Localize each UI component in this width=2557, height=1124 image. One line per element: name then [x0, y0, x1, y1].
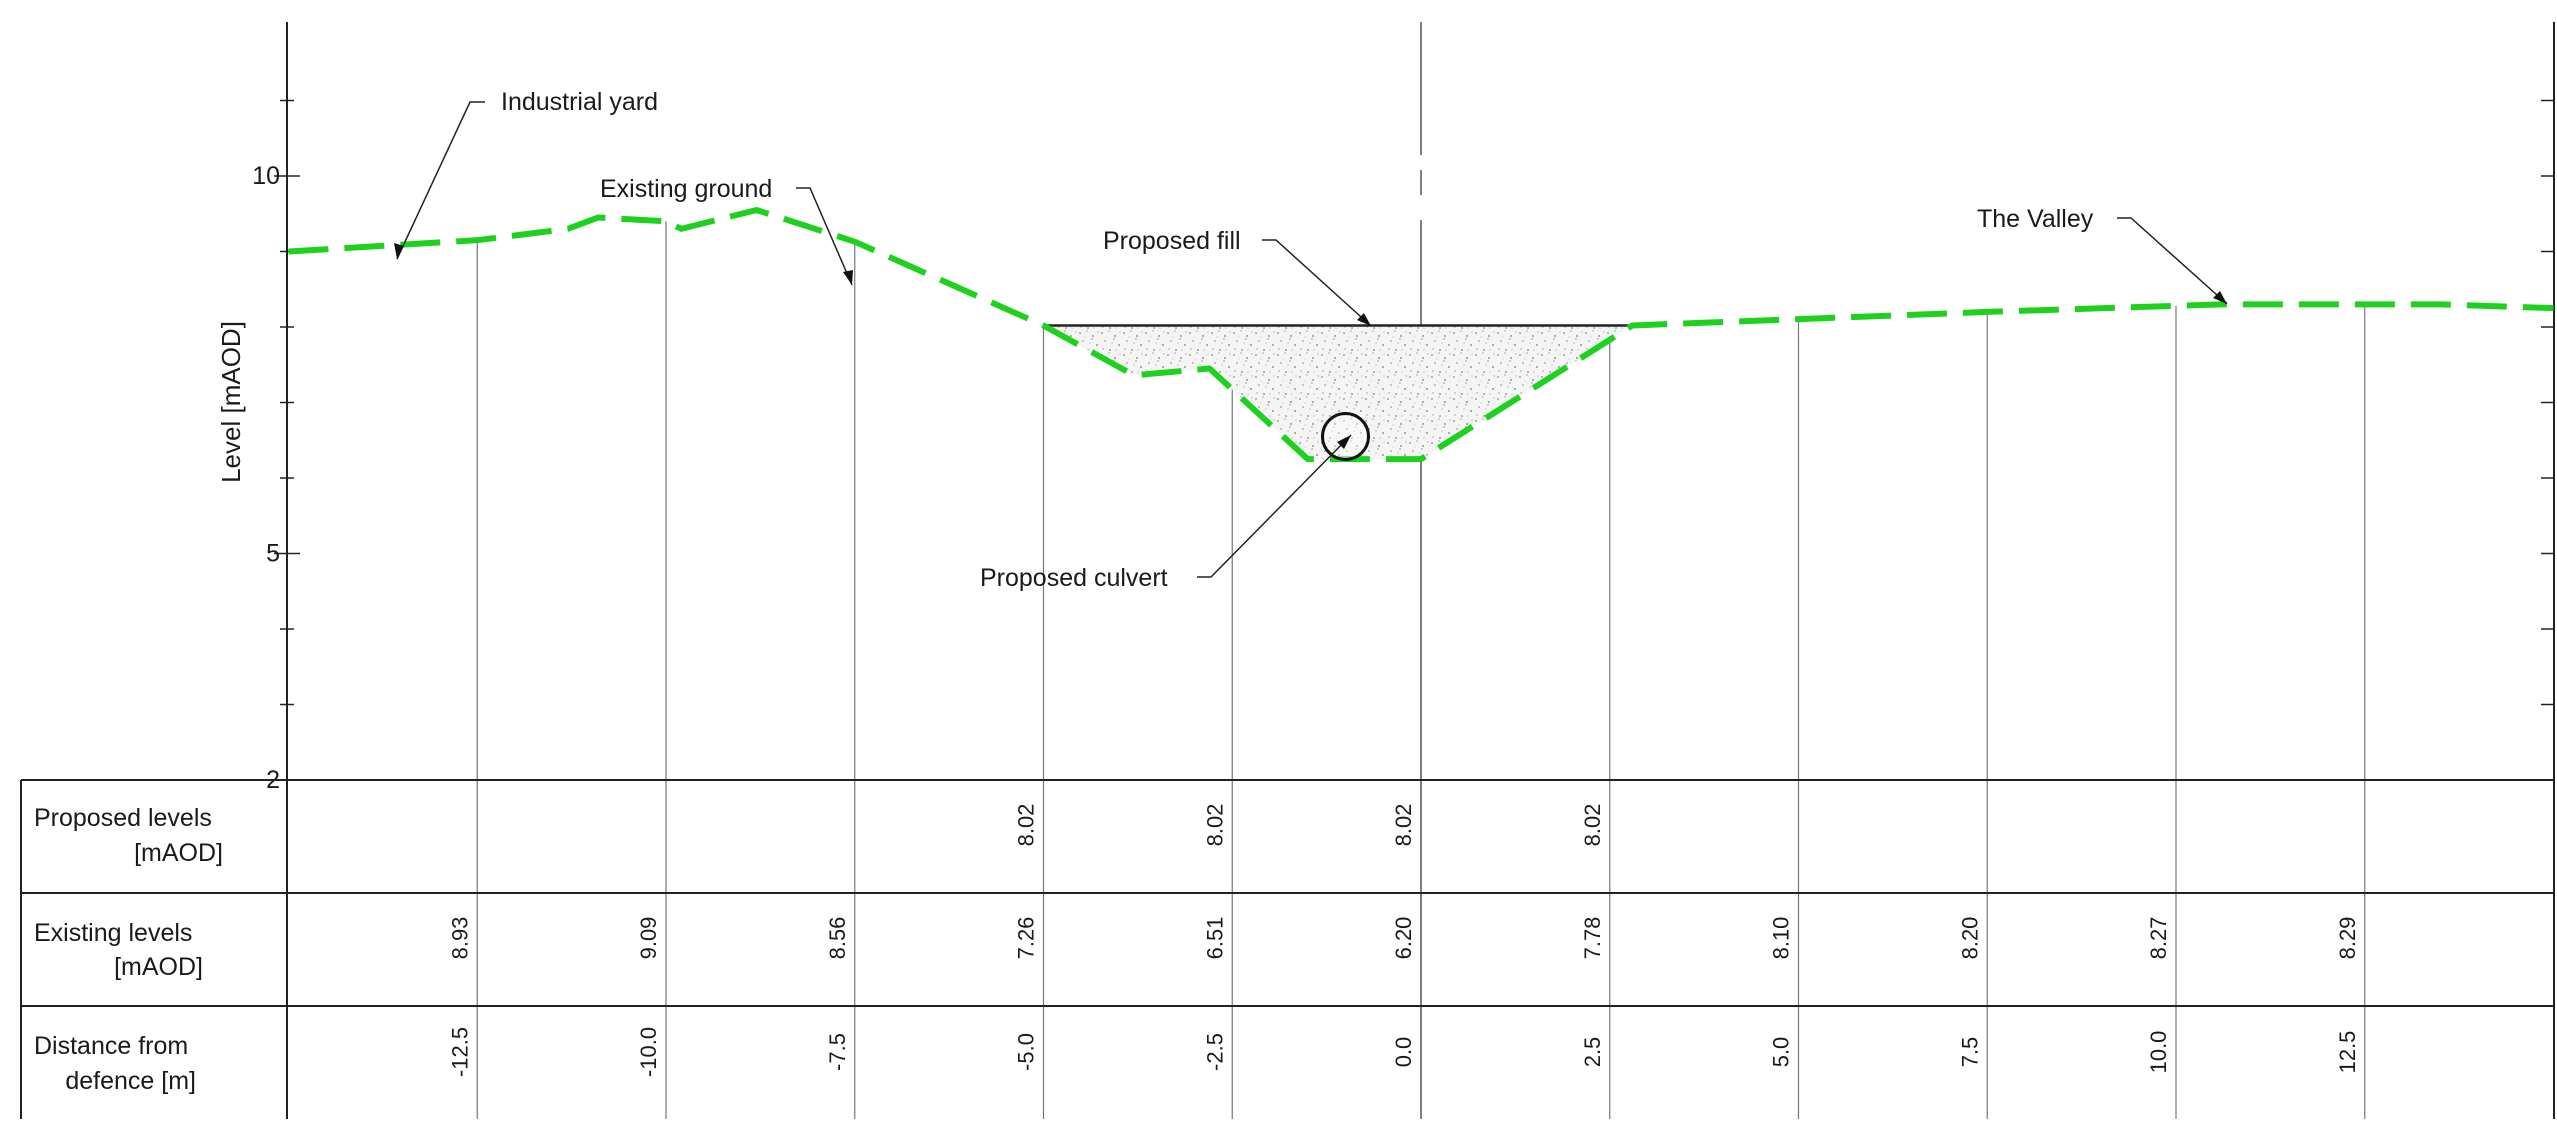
existing-level-value: 8.56: [825, 917, 850, 960]
existing-level-value: 6.20: [1391, 917, 1416, 960]
distance-value: -10.0: [636, 1027, 661, 1077]
row-label-distance-unit: defence [m]: [65, 1067, 196, 1095]
table-values: 8.93 -12.5 9.09 -10.0 8.56 -7.5 8.02 7.26 -5.0 8.…: [447, 804, 2360, 1077]
distance-value: -7.5: [825, 1033, 850, 1071]
data-table: Proposed levels [mAOD] Existing levels […: [20, 779, 2554, 1119]
distance-value: -2.5: [1202, 1033, 1227, 1071]
annotation-proposed-culvert-label: Proposed culvert: [980, 564, 1168, 592]
annotation-existing-ground-label: Existing ground: [600, 175, 772, 203]
proposed-culvert: [1321, 411, 1370, 461]
existing-level-value: 8.29: [2335, 917, 2360, 960]
existing-level-value: 7.26: [1014, 917, 1039, 960]
existing-ground-line: [288, 206, 2554, 463]
y-tick-label: 10: [252, 162, 280, 190]
y-axis-label: Level [mAOD]: [216, 321, 246, 483]
existing-level-value: 9.09: [636, 917, 661, 960]
row-label-existing-levels-unit: [mAOD]: [114, 953, 203, 981]
existing-level-value: 7.78: [1580, 917, 1605, 960]
annotation-existing-ground: Existing ground: [600, 175, 853, 286]
row-label-proposed-levels: Proposed levels: [34, 804, 212, 832]
annotation-the-valley-label: The Valley: [1977, 205, 2094, 233]
distance-value: -12.5: [447, 1027, 472, 1077]
proposed-level-value: 8.02: [1014, 804, 1039, 847]
distance-value: 12.5: [2335, 1031, 2360, 1074]
annotation-industrial-yard-label: Industrial yard: [501, 88, 658, 116]
annotation-the-valley: The Valley: [1977, 205, 2228, 305]
annotation-industrial-yard: Industrial yard: [394, 88, 658, 260]
annotations: Industrial yard Existing ground Proposed…: [394, 88, 2228, 592]
proposed-fill-area: [1043, 325, 1633, 460]
distance-value: 7.5: [1957, 1037, 1982, 1068]
existing-level-value: 8.27: [2146, 917, 2171, 960]
existing-level-value: 6.51: [1202, 917, 1227, 960]
annotation-proposed-fill: Proposed fill: [1103, 227, 1372, 327]
existing-level-value: 8.20: [1957, 917, 1982, 960]
annotation-proposed-culvert: Proposed culvert: [980, 434, 1352, 592]
distance-value: 0.0: [1391, 1037, 1416, 1068]
existing-level-value: 8.93: [447, 917, 472, 960]
proposed-level-value: 8.02: [1580, 804, 1605, 847]
y-tick-label: 5: [266, 540, 280, 568]
annotation-proposed-fill-label: Proposed fill: [1103, 227, 1241, 255]
row-label-proposed-levels-unit: [mAOD]: [134, 839, 223, 867]
proposed-level-value: 8.02: [1391, 804, 1416, 847]
row-label-distance: Distance from: [34, 1032, 188, 1060]
distance-value: 10.0: [2146, 1031, 2171, 1074]
existing-level-value: 8.10: [1769, 917, 1794, 960]
proposed-level-value: 8.02: [1202, 804, 1227, 847]
row-label-existing-levels: Existing levels: [34, 919, 192, 947]
distance-value: 5.0: [1769, 1037, 1794, 1068]
distance-value: 2.5: [1580, 1037, 1605, 1068]
station-lines: [476, 221, 2366, 1119]
distance-value: -5.0: [1014, 1033, 1039, 1071]
